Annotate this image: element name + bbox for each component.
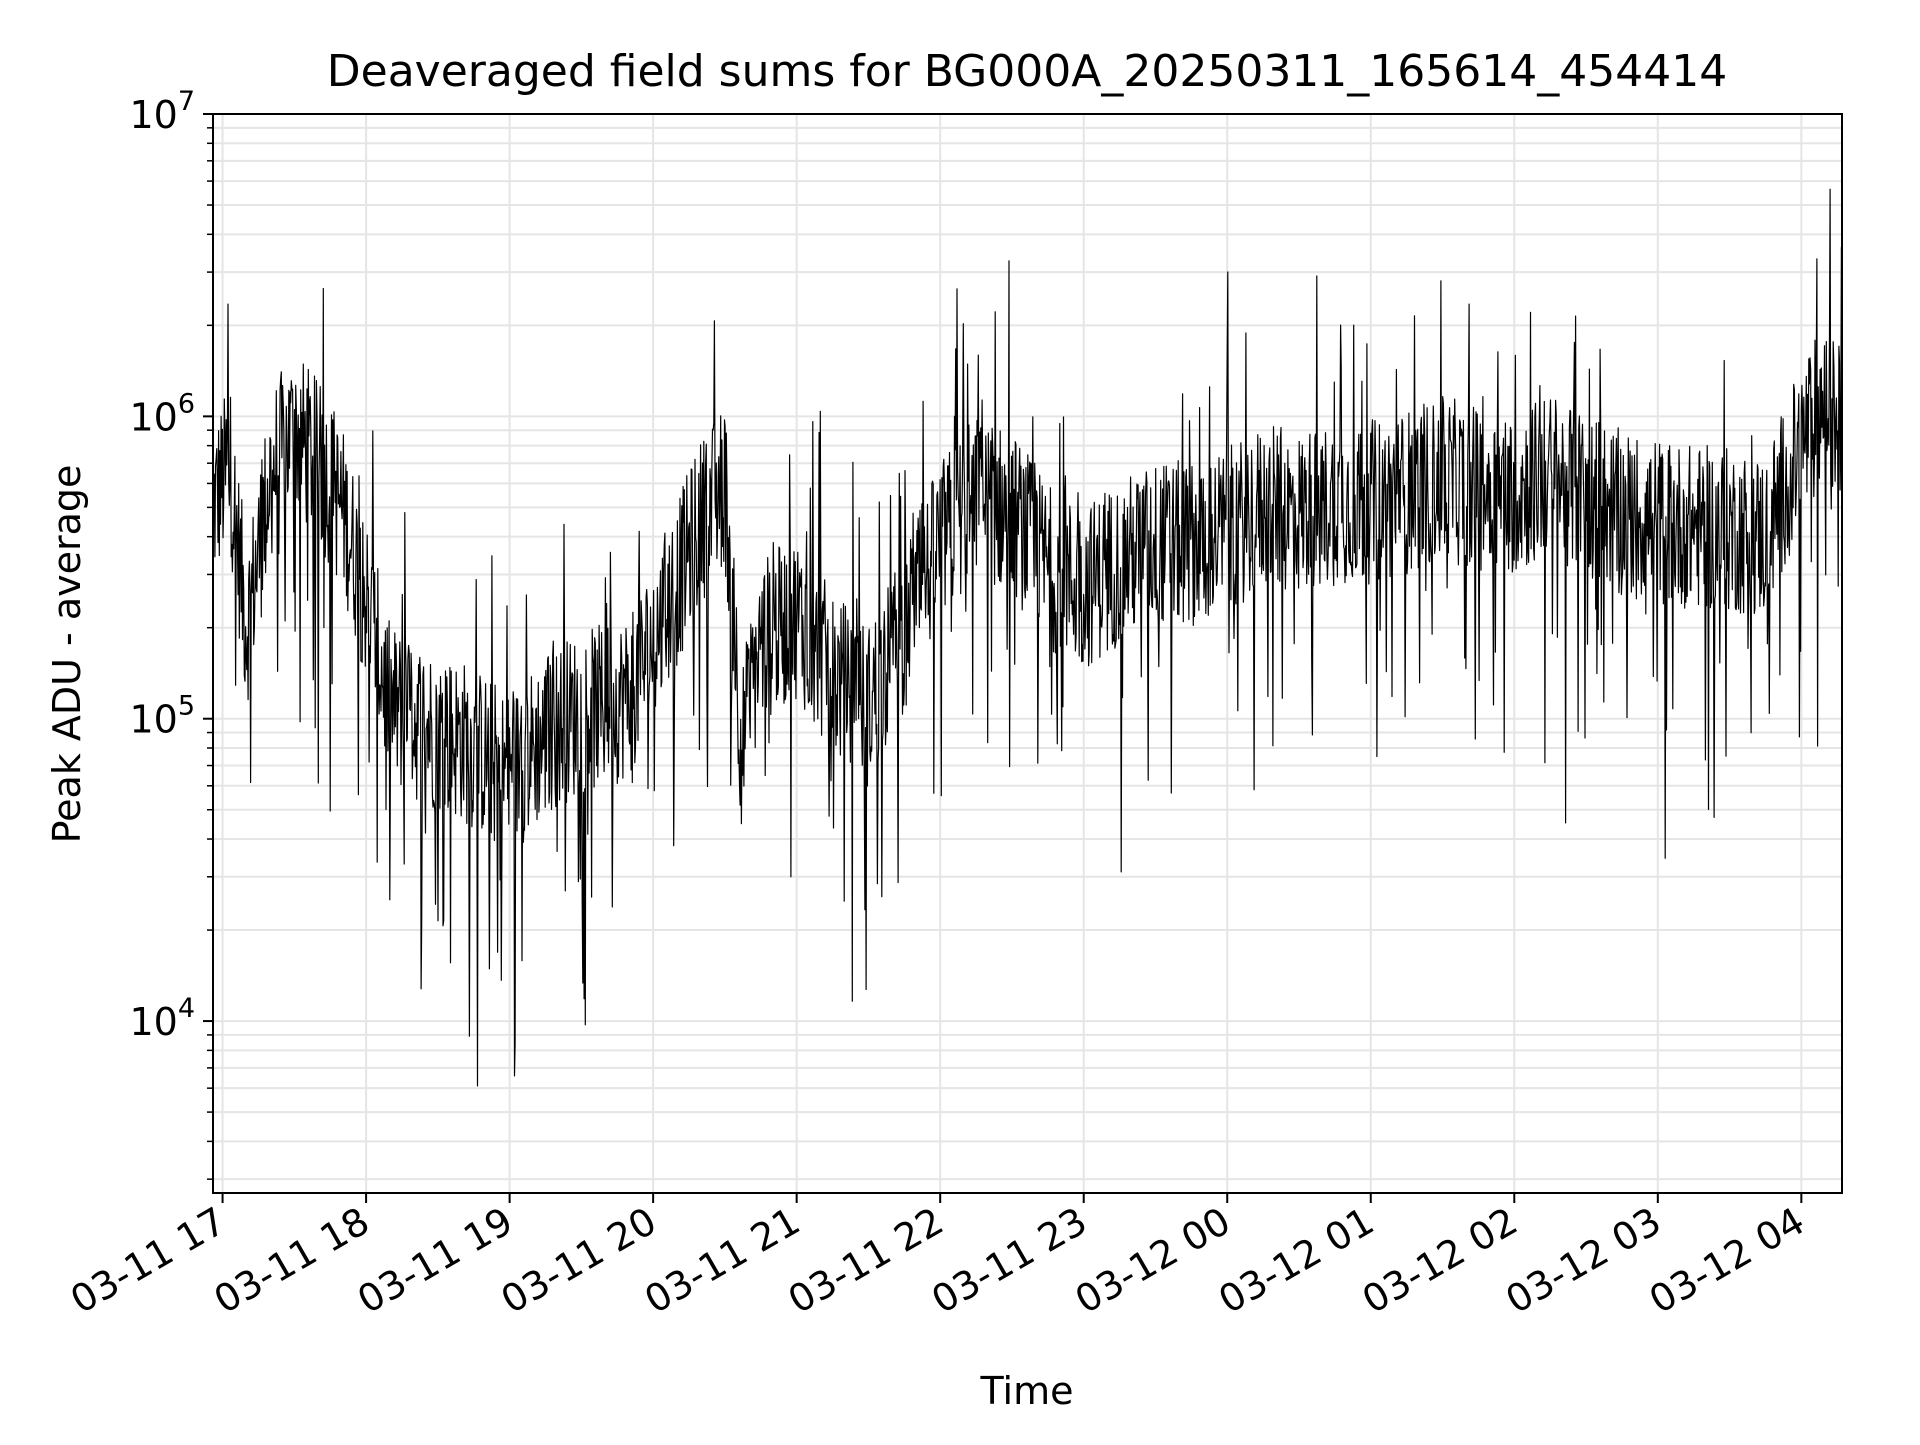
y-axis-label: Peak ADU - average [45,465,89,844]
chart-title: Deaveraged field sums for BG000A_2025031… [327,46,1727,97]
y-tick-label: 105 [129,691,195,742]
plot-frame [212,113,1843,1194]
y-tick-label: 107 [129,86,195,137]
series-layer [212,188,1843,1087]
y-tick-label: 104 [129,993,195,1044]
y-tick-label: 106 [129,388,195,439]
x-axis-label: Time [980,1369,1074,1413]
series-line [212,188,1843,1087]
